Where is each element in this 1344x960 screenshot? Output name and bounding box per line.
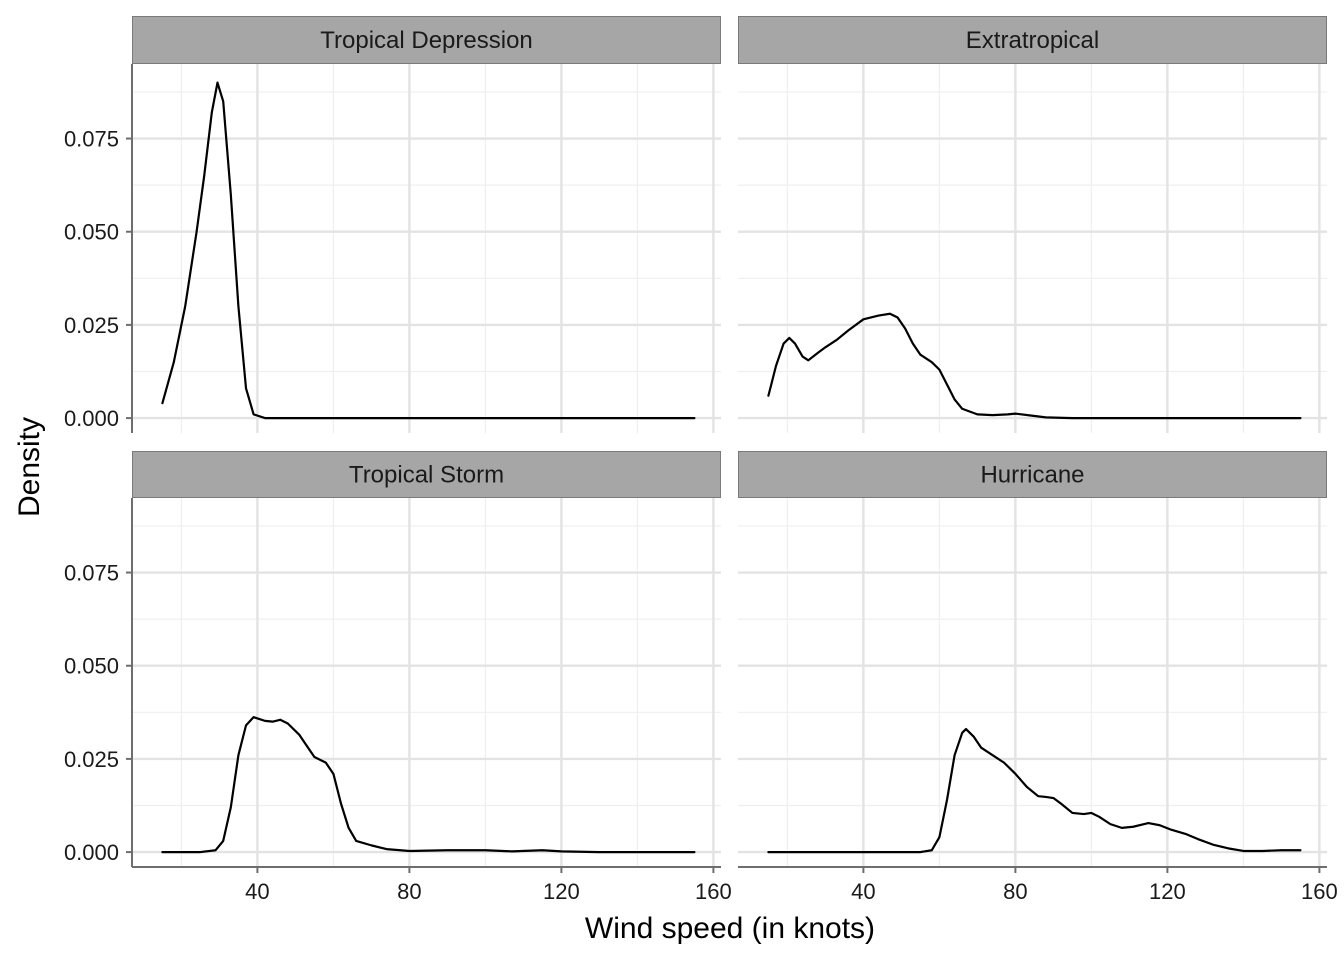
x-axis-title: Wind speed (in knots) [585, 912, 875, 945]
y-tick-label: 0.075 [64, 561, 119, 586]
panel-tropical-depression: Tropical Depression [132, 16, 721, 433]
facet-strip [132, 16, 721, 64]
panel-extratropical: Extratropical [738, 16, 1327, 433]
x-tick-label: 120 [1149, 879, 1186, 904]
facet-strip [738, 16, 1327, 64]
x-tick-label: 120 [543, 879, 580, 904]
y-tick-label: 0.000 [64, 840, 119, 865]
y-tick-label: 0.075 [64, 127, 119, 152]
facet-strip-label: Hurricane [980, 462, 1084, 489]
x-tick-label: 80 [397, 879, 421, 904]
density-line [767, 312, 1302, 420]
facet-strip [132, 451, 721, 498]
x-tick-label: 40 [245, 879, 269, 904]
density-line [161, 81, 696, 420]
panel-tropical-storm: Tropical Storm [132, 451, 721, 867]
density-line [767, 727, 1302, 854]
x-tick-label: 40 [851, 879, 875, 904]
y-tick-label: 0.000 [64, 406, 119, 431]
density-line [161, 716, 696, 854]
y-tick-label: 0.025 [64, 747, 119, 772]
x-tick-label: 160 [1301, 879, 1338, 904]
y-axis-title: Density [13, 417, 46, 517]
x-tick-label: 160 [695, 879, 732, 904]
facet-strip-label: Extratropical [966, 27, 1099, 54]
facet-strip [738, 451, 1327, 498]
y-tick-label: 0.050 [64, 654, 119, 679]
panel-hurricane: Hurricane [738, 451, 1327, 867]
facet-strip-label: Tropical Depression [320, 27, 533, 54]
y-tick-label: 0.050 [64, 220, 119, 245]
x-tick-label: 80 [1003, 879, 1027, 904]
facet-strip-label: Tropical Storm [349, 462, 504, 489]
y-tick-label: 0.025 [64, 313, 119, 338]
